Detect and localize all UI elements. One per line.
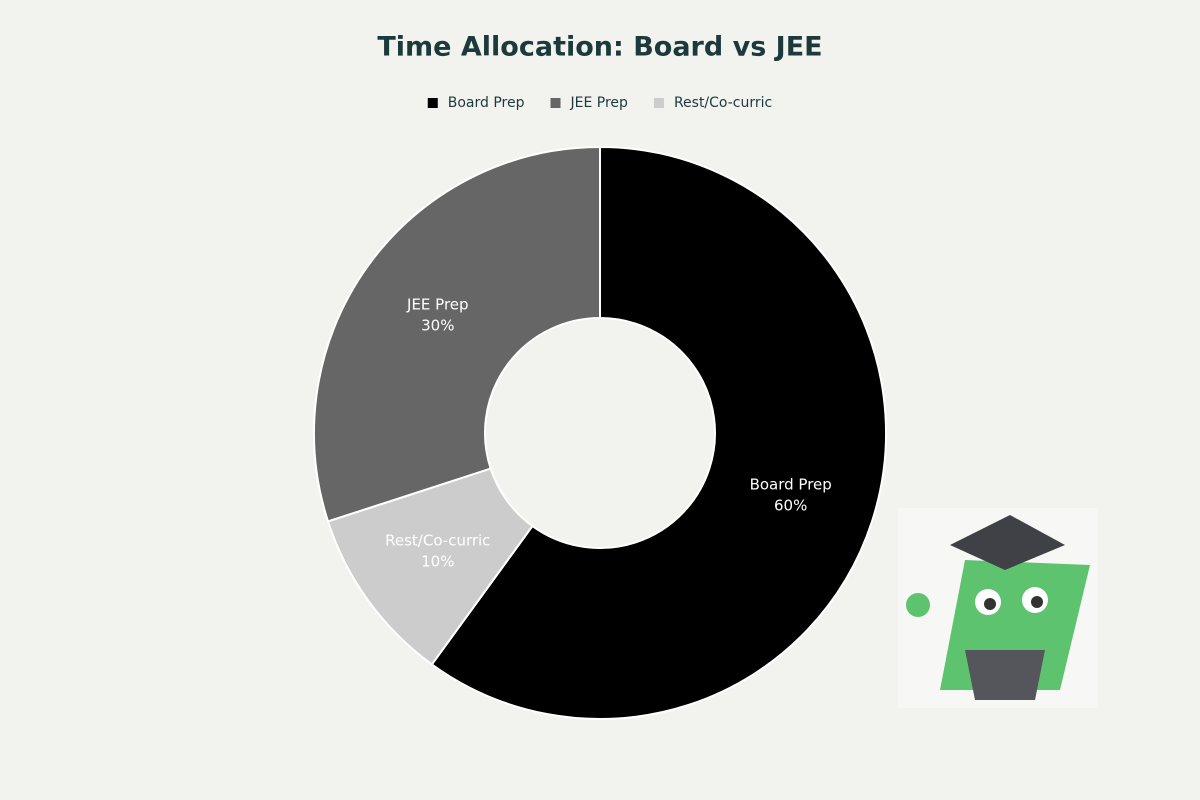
legend-item: JEE Prep: [550, 95, 629, 111]
plot: Board Prep 60% Rest/Co-curric 10% JEE Prep 30…: [313, 145, 887, 720]
donut-slice: [313, 145, 601, 523]
slice-label: Rest/Co-curric: [385, 531, 490, 549]
legend-label: Rest/Co-curric: [674, 95, 772, 111]
legend-marker: [653, 98, 664, 108]
slice-value-label: 10%: [421, 552, 454, 570]
legend-item: Rest/Co-curric: [653, 95, 772, 111]
mascot-cap: [950, 515, 1065, 570]
slice-value-label: 30%: [421, 317, 454, 335]
chart-title: Time Allocation: Board vs JEE: [377, 32, 822, 63]
legend-marker: [550, 98, 561, 108]
legend-marker: [427, 98, 438, 108]
mascot-pupil: [1031, 596, 1043, 608]
donut-slice: [430, 145, 887, 720]
mascot-pupil: [984, 598, 996, 610]
mascot: [898, 508, 1098, 708]
mascot-hand: [906, 593, 930, 617]
slice-label: Board Prep: [750, 475, 832, 493]
slice-label: JEE Prep: [406, 296, 469, 314]
legend: Board Prep JEE Prep Rest/Co-curric: [427, 95, 772, 111]
mascot-legs: [965, 650, 1045, 700]
legend-label: Board Prep: [448, 95, 525, 111]
legend-item: Board Prep: [427, 95, 525, 111]
legend-label: JEE Prep: [570, 95, 629, 111]
slice-value-label: 60%: [774, 496, 807, 514]
